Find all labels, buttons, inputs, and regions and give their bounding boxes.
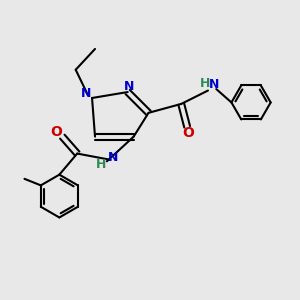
Text: N: N	[81, 87, 91, 100]
Text: H: H	[96, 158, 107, 171]
Text: H: H	[200, 77, 210, 90]
Text: N: N	[209, 78, 220, 91]
Text: N: N	[124, 80, 134, 93]
Text: O: O	[50, 125, 62, 139]
Text: O: O	[183, 126, 195, 140]
Text: N: N	[108, 151, 118, 164]
